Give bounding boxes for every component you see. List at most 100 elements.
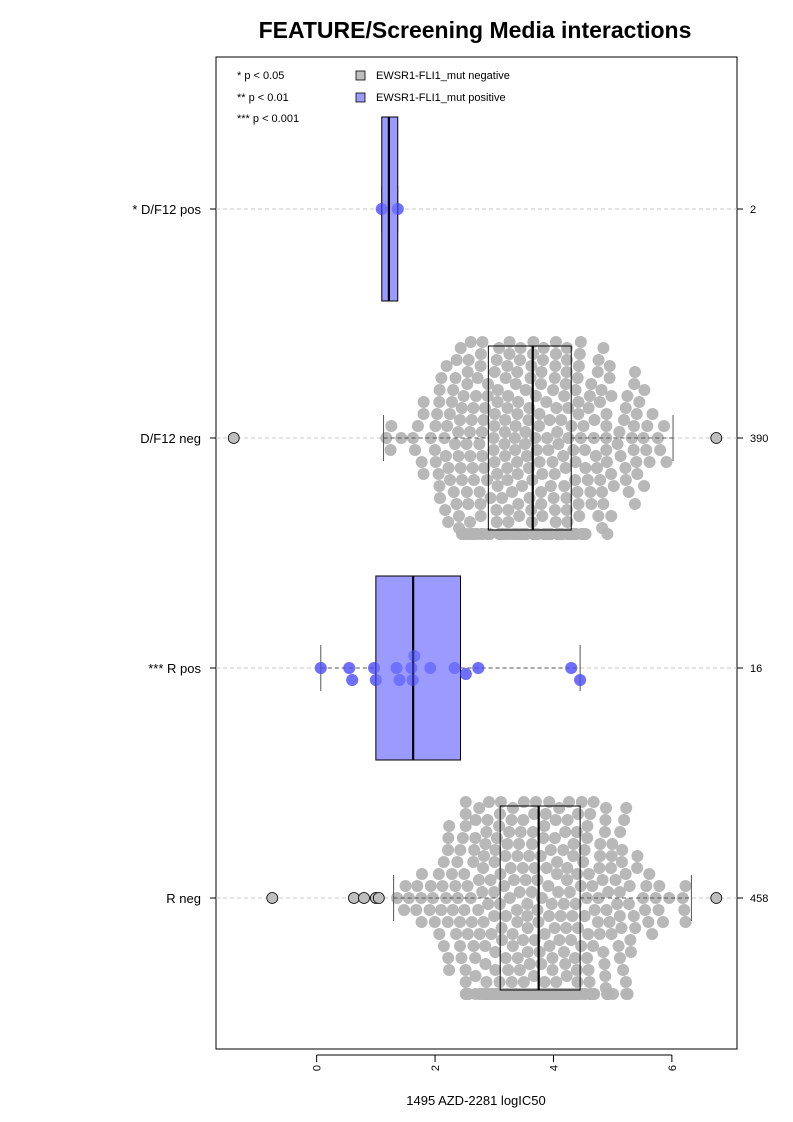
data-point	[459, 976, 472, 988]
data-point	[653, 880, 666, 892]
data-point	[619, 474, 632, 486]
data-point	[585, 498, 598, 510]
data-point	[551, 426, 564, 438]
data-point	[640, 444, 653, 456]
data-point	[560, 492, 573, 504]
data-point	[461, 366, 474, 378]
data-point	[548, 922, 561, 934]
data-point	[490, 504, 503, 516]
data-point	[548, 504, 561, 516]
data-point	[588, 988, 601, 1000]
data-point	[455, 474, 468, 486]
data-point	[627, 420, 640, 432]
data-point	[435, 372, 448, 384]
data-point	[570, 826, 583, 838]
data-point	[481, 474, 494, 486]
data-point	[615, 856, 628, 868]
data-point	[469, 832, 482, 844]
data-point	[569, 456, 582, 468]
data-point	[455, 402, 468, 414]
data-point	[439, 504, 452, 516]
data-point	[591, 916, 604, 928]
data-point	[646, 928, 659, 940]
data-point	[643, 868, 656, 880]
data-point	[517, 814, 530, 826]
data-point	[480, 826, 493, 838]
data-point	[623, 880, 636, 892]
box	[375, 575, 462, 761]
data-point	[502, 964, 515, 976]
data-point	[455, 952, 468, 964]
data-point	[449, 880, 462, 892]
data-point	[580, 892, 593, 904]
data-point	[527, 336, 540, 348]
data-point	[544, 844, 557, 856]
data-point	[476, 450, 489, 462]
data-point	[614, 826, 627, 838]
data-point	[441, 916, 454, 928]
data-point	[558, 480, 571, 492]
data-point	[654, 444, 667, 456]
data-point	[600, 444, 613, 456]
data-point	[417, 408, 430, 420]
data-point	[573, 510, 586, 522]
data-point	[489, 946, 502, 958]
data-point	[521, 898, 534, 910]
data-point	[415, 892, 428, 904]
data-point	[474, 360, 487, 372]
outlier-point	[358, 892, 370, 904]
data-point	[678, 904, 691, 916]
data-point	[526, 826, 539, 838]
data-point	[447, 486, 460, 498]
data-point	[595, 384, 608, 396]
data-point	[501, 462, 514, 474]
data-point	[493, 820, 506, 832]
data-point	[513, 838, 526, 850]
data-point	[519, 384, 532, 396]
data-point	[454, 342, 467, 354]
data-point	[630, 456, 643, 468]
data-point	[467, 402, 480, 414]
data-point	[554, 910, 567, 922]
data-point	[613, 426, 626, 438]
data-point	[593, 862, 606, 874]
data-point	[575, 796, 588, 808]
data-point	[561, 516, 574, 528]
data-point	[571, 868, 584, 880]
data-point	[488, 886, 501, 898]
data-point	[624, 934, 637, 946]
data-point	[561, 862, 574, 874]
data-point	[433, 384, 446, 396]
data-point	[506, 486, 519, 498]
data-point	[625, 432, 638, 444]
data-point	[543, 796, 556, 808]
significance-legend-3: *** p < 0.001	[237, 113, 299, 125]
data-point	[637, 892, 650, 904]
data-point	[483, 528, 496, 540]
data-point	[567, 838, 580, 850]
data-point	[542, 910, 555, 922]
data-point	[488, 366, 501, 378]
data-point	[472, 904, 485, 916]
data-point-positive	[405, 662, 418, 674]
data-point	[483, 796, 496, 808]
data-point	[517, 796, 530, 808]
data-point	[605, 468, 618, 480]
data-point	[495, 922, 508, 934]
data-point	[491, 480, 504, 492]
data-point	[584, 808, 597, 820]
data-point	[597, 342, 610, 354]
data-point	[452, 510, 465, 522]
data-point	[582, 868, 595, 880]
data-point	[533, 408, 546, 420]
data-point	[587, 940, 600, 952]
data-point	[438, 432, 451, 444]
data-point	[454, 414, 467, 426]
data-point	[464, 450, 477, 462]
data-point	[502, 516, 515, 528]
data-point	[471, 372, 484, 384]
data-point	[597, 498, 610, 510]
data-point	[437, 856, 450, 868]
data-point	[519, 874, 532, 886]
data-point	[603, 360, 616, 372]
